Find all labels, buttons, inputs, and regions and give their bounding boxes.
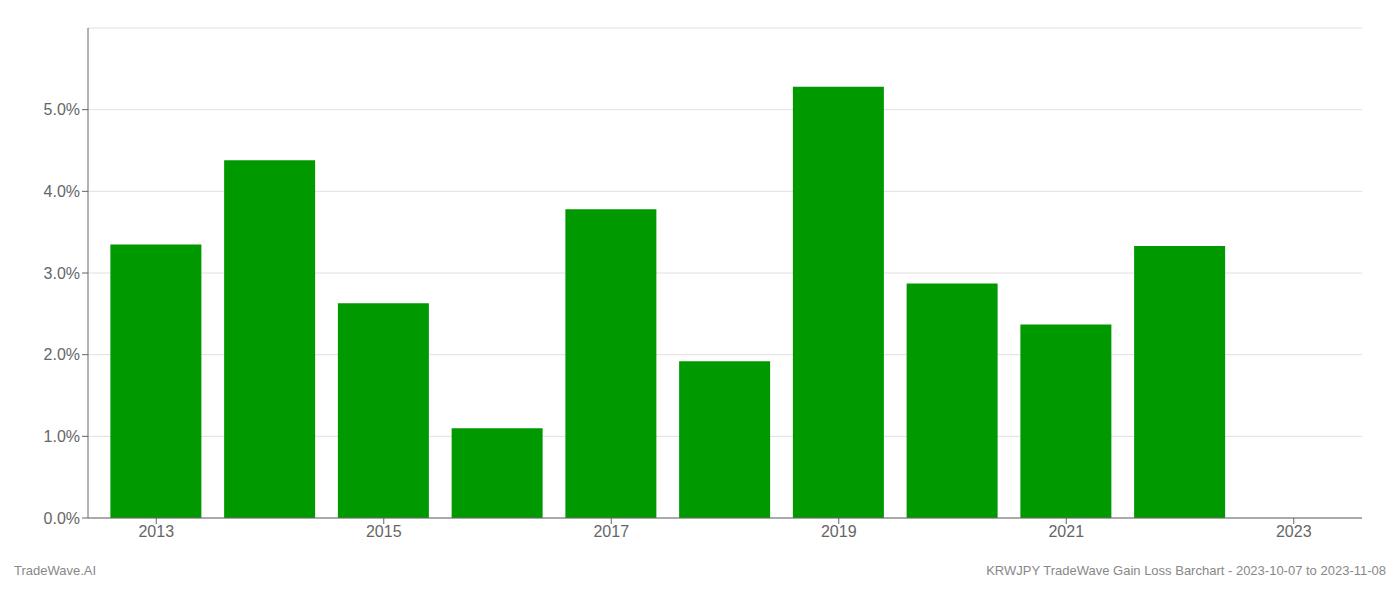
- html-text:TradeWave.AI: TradeWave.AI: [14, 562, 97, 578]
- svg-text:5.0%: 5.0%: [44, 101, 80, 118]
- svg-text:1.0%: 1.0%: [44, 428, 80, 445]
- svg-text:3.0%: 3.0%: [44, 265, 80, 282]
- svg-text:2.0%: 2.0%: [44, 346, 80, 363]
- svg-text:2017: 2017: [593, 523, 629, 540]
- svg-text:2013: 2013: [138, 523, 174, 540]
- svg-text:2019: 2019: [821, 523, 857, 540]
- svg-text:2023: 2023: [1276, 523, 1312, 540]
- svg-text:2015: 2015: [366, 523, 402, 540]
- svg-text:0.0%: 0.0%: [44, 510, 80, 527]
- svg-text:2021: 2021: [1048, 523, 1084, 540]
- html-text:KRWJPY TradeWave Gain Loss Bar: KRWJPY TradeWave Gain Loss Barchart - 20…: [986, 562, 1386, 578]
- svg-text:4.0%: 4.0%: [44, 183, 80, 200]
